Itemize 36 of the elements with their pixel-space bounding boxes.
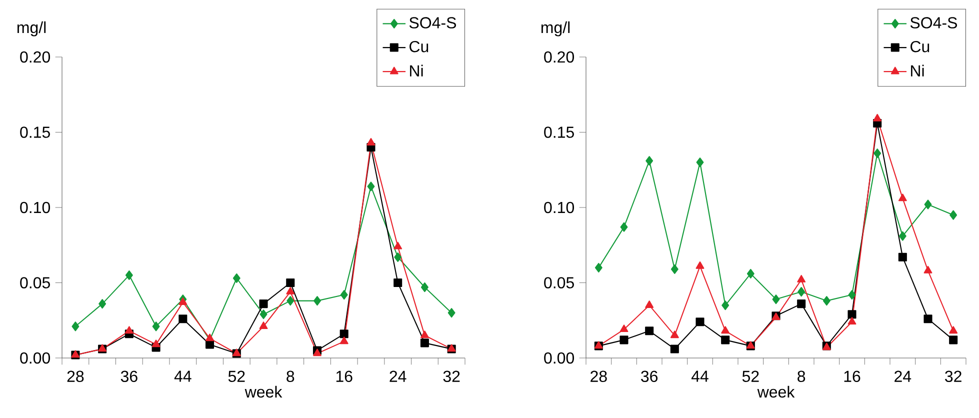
y-tick-label: 0.20 xyxy=(20,51,50,63)
x-tick-label: 8 xyxy=(286,370,294,382)
x-tick-label: 28 xyxy=(590,370,607,382)
x-tick-label: 36 xyxy=(120,370,138,382)
legend-label: SO4-S xyxy=(910,17,957,28)
y-tick-label: 0.10 xyxy=(20,202,50,214)
y-tick-label: 0.00 xyxy=(544,352,574,364)
x-axis-title: week xyxy=(757,386,795,398)
x-tick-label: 32 xyxy=(945,370,962,382)
x-tick-label: 24 xyxy=(390,370,406,382)
y-tick-label: 0.20 xyxy=(544,51,574,63)
y-axis-title: mg/l xyxy=(17,21,46,36)
x-tick-label: 24 xyxy=(894,370,912,382)
y-tick-label: 0.05 xyxy=(544,277,574,288)
legend-label: Cu xyxy=(410,40,428,52)
x-tick-label: 28 xyxy=(67,370,84,382)
legend-label: Ni xyxy=(410,64,423,76)
x-tick-label: 32 xyxy=(443,370,460,382)
legend-label: SO4-S xyxy=(409,17,456,28)
y-tick-label: 0.05 xyxy=(20,277,50,288)
x-tick-label: 16 xyxy=(844,370,860,382)
x-tick-label: 8 xyxy=(798,370,806,382)
y-tick-label: 0.15 xyxy=(544,126,574,138)
y-axis-title: mg/l xyxy=(541,21,570,36)
x-tick-label: 36 xyxy=(641,370,658,382)
y-tick-label: 0.00 xyxy=(20,352,50,364)
x-tick-label: 44 xyxy=(174,370,192,382)
legend-label: Cu xyxy=(910,40,930,52)
legend-label: Ni xyxy=(911,64,924,76)
x-tick-label: 52 xyxy=(742,370,759,382)
x-axis-title: week xyxy=(244,386,282,398)
y-tick-label: 0.15 xyxy=(20,126,50,138)
y-tick-label: 0.10 xyxy=(544,202,574,214)
x-tick-label: 44 xyxy=(691,370,708,382)
x-tick-label: 16 xyxy=(336,370,352,382)
x-tick-label: 52 xyxy=(228,370,245,382)
